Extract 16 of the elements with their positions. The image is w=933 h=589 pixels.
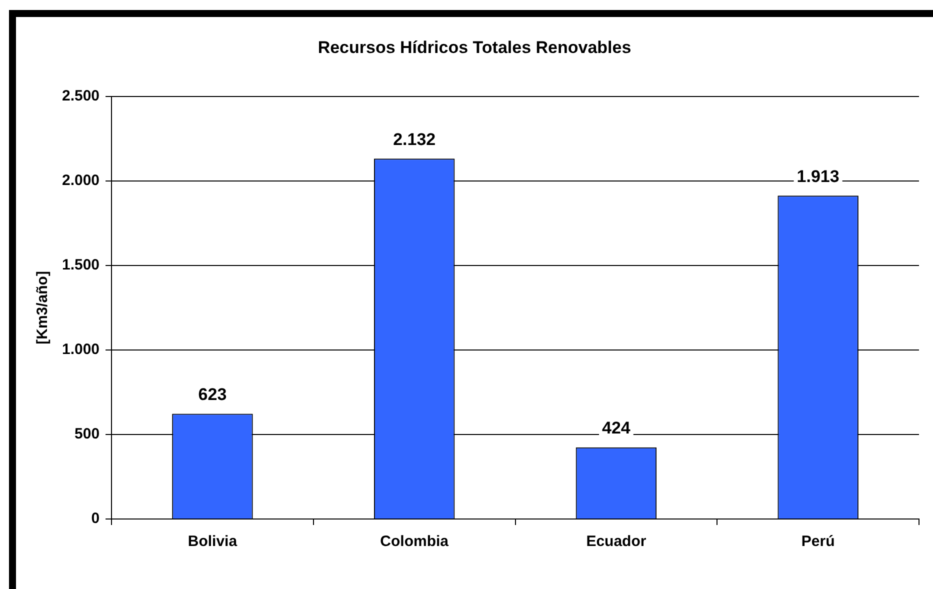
y-tick-label: 2.500 xyxy=(62,88,100,105)
x-tick-label: Ecuador xyxy=(586,533,646,550)
data-label: 623 xyxy=(198,384,227,404)
y-tick-label: 0 xyxy=(91,510,100,528)
x-tick-label: Colombia xyxy=(380,533,450,550)
data-label: 424 xyxy=(602,418,631,438)
y-tick-label: 500 xyxy=(74,426,100,443)
y-axis-title: [Km3/año] xyxy=(34,271,52,344)
y-tick-label: 1.500 xyxy=(62,256,100,274)
data-label: 1.913 xyxy=(796,166,840,186)
y-tick-label: 1.000 xyxy=(62,341,100,358)
data-label: 2.132 xyxy=(393,130,436,149)
y-tick-label: 2.000 xyxy=(62,172,100,190)
chart-title: Recursos Hídricos Totales Renovables xyxy=(318,38,632,57)
x-tick-label: Perú xyxy=(801,533,835,550)
x-tick-label: Bolivia xyxy=(188,533,238,550)
